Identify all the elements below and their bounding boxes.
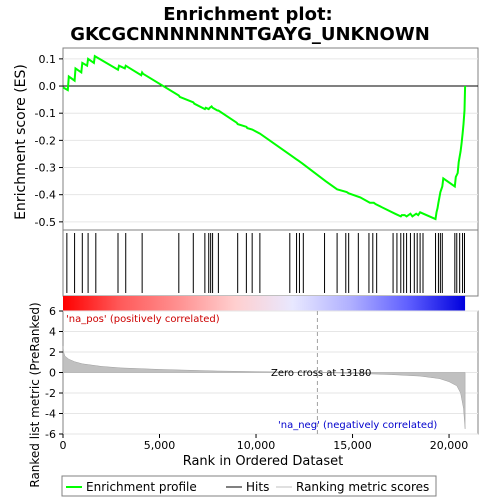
es-panel: 0.1 0.0 -0.1 -0.2 -0.3 -0.4 -0.5 Enrichment sc… xyxy=(13,47,479,231)
legend: Enrichment profile Hits Ranking metric s… xyxy=(61,475,437,497)
x-axis-label: Rank in Ordered Dataset xyxy=(183,454,344,469)
es-tick-label: -0.1 xyxy=(35,107,56,120)
hits-panel xyxy=(62,229,479,297)
legend-hits-label: Hits xyxy=(246,480,269,494)
chart-title-line1: Enrichment plot: xyxy=(163,4,333,25)
metric-y-axis-label: Ranked list metric (PreRanked) xyxy=(28,302,42,487)
metric-tick-label: 4 xyxy=(49,326,56,339)
metric-tick-label: -4 xyxy=(45,408,56,421)
es-tick-label: 0.1 xyxy=(39,53,57,66)
ranking-metric-area xyxy=(62,345,466,429)
hit-markers xyxy=(66,233,465,293)
es-y-axis-label: Enrichment score (ES) xyxy=(13,64,29,220)
metric-y-ticks: 6 4 2 0 -2 -4 -6 xyxy=(45,305,63,441)
metric-tick-label: -2 xyxy=(45,387,56,400)
x-tick-label: 5,000 xyxy=(144,439,176,452)
enrichment-profile-line xyxy=(62,54,467,221)
metric-tick-label: 6 xyxy=(49,305,56,318)
x-tick-label: 0 xyxy=(60,439,67,452)
neg-label: 'na_neg' (negatively correlated) xyxy=(278,420,437,431)
es-tick-label: -0.2 xyxy=(35,134,56,147)
es-panel-frame xyxy=(62,47,479,231)
es-tick-label: -0.5 xyxy=(35,216,56,229)
x-tick-label: 15,000 xyxy=(333,439,372,452)
legend-frame xyxy=(61,475,437,497)
pos-label: 'na_pos' (positively correlated) xyxy=(66,314,220,325)
es-y-ticks: 0.1 0.0 -0.1 -0.2 -0.3 -0.4 -0.5 xyxy=(35,53,63,229)
x-tick-label: 10,000 xyxy=(237,439,276,452)
hits-panel-frame xyxy=(62,229,479,297)
rank-heat-bar xyxy=(63,296,466,311)
legend-enrichment-label: Enrichment profile xyxy=(86,480,197,494)
metric-tick-label: 0 xyxy=(49,367,56,380)
zero-cross-label: Zero cross at 13180 xyxy=(271,368,371,379)
es-tick-label: -0.3 xyxy=(35,162,56,175)
metric-tick-label: 2 xyxy=(49,346,56,359)
es-tick-label: 0.0 xyxy=(39,80,57,93)
metric-tick-label: -6 xyxy=(45,428,56,441)
legend-metric-label: Ranking metric scores xyxy=(296,480,429,494)
metric-panel: 6 4 2 0 -2 -4 -6 'na_pos' (positively correlat… xyxy=(28,302,479,488)
es-tick-label: -0.4 xyxy=(35,189,56,202)
x-tick-label: 20,000 xyxy=(430,439,469,452)
chart-title-line2: GKCGCNNNNNNNTGAYG_UNKNOWN xyxy=(70,24,430,45)
x-axis-ticks: 0 5,000 10,000 15,000 20,000 xyxy=(60,434,469,452)
